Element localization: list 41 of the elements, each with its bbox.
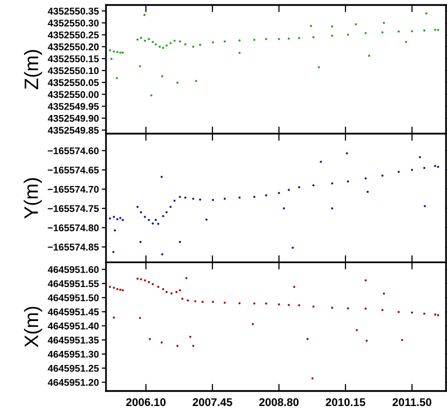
y-tick-label: −165574.65: [48, 166, 99, 174]
y-tick-label: −165574.75: [48, 205, 99, 212]
y-tick-label: 4645951.50: [48, 294, 99, 302]
point: [212, 198, 214, 202]
x-tick-label: 2007.45: [192, 398, 232, 406]
y-tick-label: 4352549.90: [48, 114, 99, 122]
point: [108, 217, 112, 220]
y-axis-title: Y(m): [24, 178, 42, 219]
y-tick-label: 4645951.35: [48, 336, 99, 344]
y-axis-title: Z(m): [24, 50, 42, 90]
y-axis-title: X(m): [24, 306, 42, 348]
point: [346, 180, 350, 183]
y-tick-label: −165574.60: [48, 147, 99, 154]
y-tick-label: 4352550.00: [48, 91, 99, 98]
x-tick-label: 2011.50: [392, 398, 432, 406]
y-tick-label: 4645951.30: [48, 350, 99, 358]
y-tick-label: −165574.80: [48, 224, 99, 232]
point: [178, 240, 182, 244]
y-tick-label: 4645951.55: [48, 280, 99, 288]
y-tick-label: 4352549.85: [48, 126, 99, 134]
y-tick-label: 4352549.95: [48, 103, 99, 110]
y-tick-label: 4645951.20: [48, 378, 99, 386]
x-tick-label: 2008.80: [259, 398, 299, 406]
point: [278, 192, 280, 194]
y-tick-label: 4645951.60: [48, 266, 99, 274]
y-tick-label: 4352550.10: [48, 67, 99, 74]
y-tick-label: −165574.85: [48, 244, 99, 251]
y-tick-label: 4352550.30: [48, 20, 99, 27]
y-tick-label: 4645951.25: [48, 364, 99, 372]
y-tick-label: 4352550.05: [48, 79, 99, 86]
x-tick-label: 2010.15: [326, 398, 366, 406]
y-tick-label: −165574.70: [48, 186, 99, 193]
y-tick-label: 4352550.35: [48, 8, 99, 15]
y-tick-label: 4352550.25: [48, 32, 99, 38]
y-tick-label: 4352550.15: [48, 55, 99, 62]
y-tick-label: 4645951.40: [48, 322, 99, 330]
y-tick-label: 4645951.45: [48, 308, 99, 316]
point: [139, 240, 142, 244]
point: [205, 218, 208, 221]
y-tick-label: 4352550.20: [48, 43, 99, 50]
x-tick-label: 2006.10: [126, 398, 166, 406]
